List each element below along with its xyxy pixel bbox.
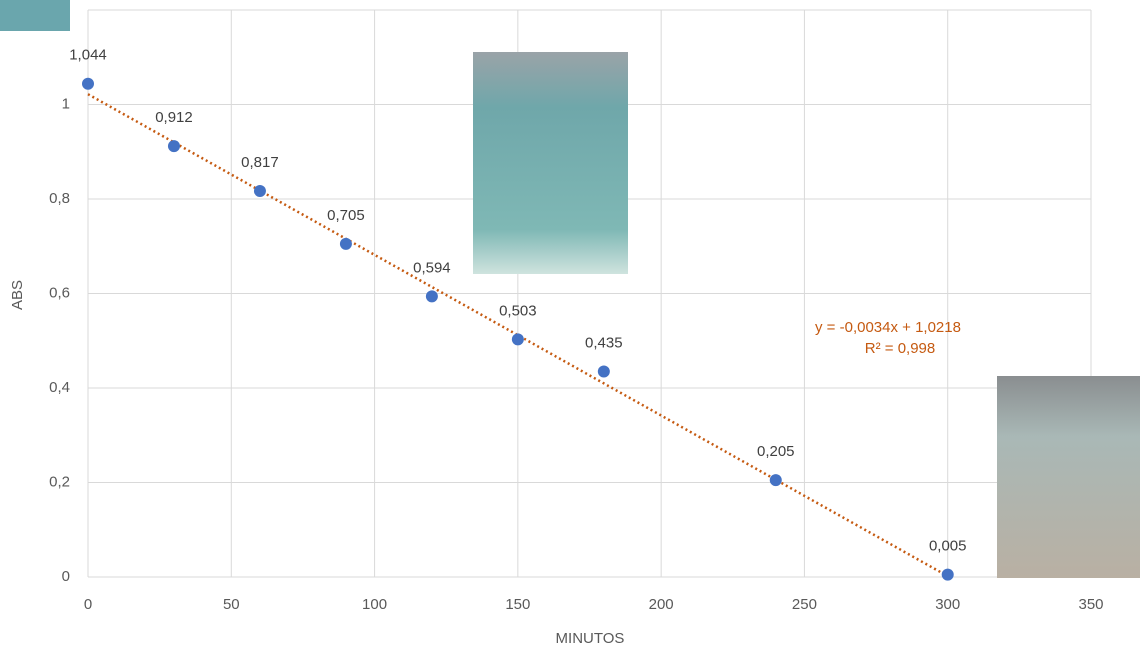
- chart: y = -0,0034x + 1,0218 R² = 0,998 MINUTOS…: [0, 0, 1140, 651]
- y-tick-label: 0,8: [49, 190, 70, 207]
- x-tick-label: 50: [223, 596, 240, 613]
- data-label: 0,594: [413, 259, 451, 276]
- data-point: [770, 474, 782, 486]
- data-label: 0,503: [499, 302, 537, 319]
- data-label: 0,817: [241, 154, 279, 171]
- y-tick-label: 0,2: [49, 473, 70, 490]
- x-tick-label: 250: [792, 596, 817, 613]
- photo: [0, 0, 70, 31]
- x-tick-label: 0: [84, 596, 92, 613]
- x-tick-label: 350: [1078, 596, 1103, 613]
- data-point: [340, 238, 352, 250]
- photo: [473, 52, 628, 274]
- y-axis-title: ABS: [9, 280, 26, 310]
- data-point: [254, 185, 266, 197]
- data-point: [598, 365, 610, 377]
- y-tick-label: 0,6: [49, 284, 70, 301]
- x-tick-label: 100: [362, 596, 387, 613]
- x-tick-label: 200: [649, 596, 674, 613]
- y-tick-label: 0,4: [49, 379, 70, 396]
- x-axis-title: MINUTOS: [556, 630, 625, 647]
- data-label: 0,912: [155, 109, 193, 126]
- data-label: 0,705: [327, 207, 365, 224]
- data-point: [942, 569, 954, 581]
- data-point: [82, 78, 94, 90]
- data-label: 1,044: [69, 47, 107, 64]
- data-label: 0,005: [929, 538, 967, 555]
- photo: [997, 376, 1140, 578]
- data-label: 0,435: [585, 334, 623, 351]
- data-label: 0,205: [757, 443, 795, 460]
- x-tick-label: 150: [505, 596, 530, 613]
- data-point: [168, 140, 180, 152]
- data-point: [426, 290, 438, 302]
- trend-r2: R² = 0,998: [865, 340, 935, 357]
- x-tick-label: 300: [935, 596, 960, 613]
- trend-equation: y = -0,0034x + 1,0218: [815, 319, 961, 336]
- y-tick-label: 0: [62, 568, 70, 585]
- data-point: [512, 333, 524, 345]
- y-tick-label: 1: [62, 95, 70, 112]
